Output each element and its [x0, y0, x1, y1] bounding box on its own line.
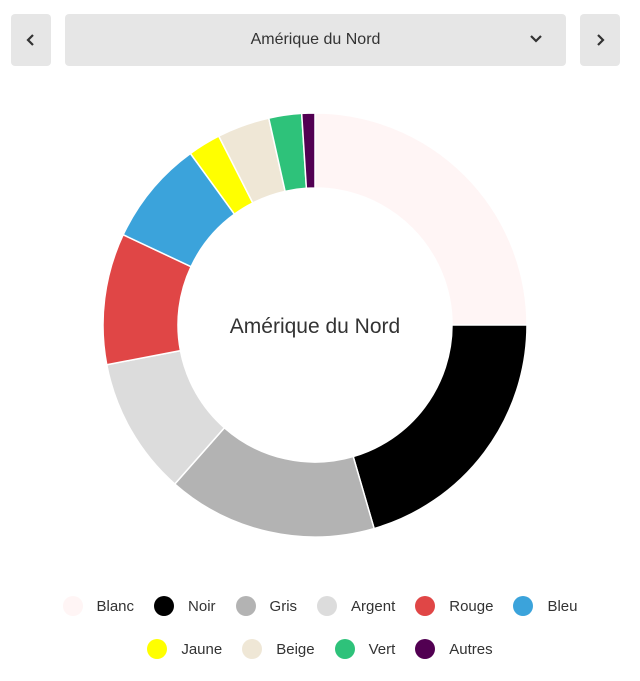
legend-item-blanc[interactable]: Blanc — [62, 596, 135, 616]
legend-item-autres[interactable]: Autres — [415, 639, 493, 659]
legend-item-noir[interactable]: Noir — [154, 596, 216, 616]
legend-label: Blanc — [96, 597, 135, 615]
region-dropdown-value: Amérique du Nord — [250, 31, 381, 48]
legend-swatch — [334, 639, 355, 659]
legend-item-jaune[interactable]: Jaune — [147, 639, 222, 659]
legend-swatch — [415, 596, 436, 616]
legend-item-rouge[interactable]: Rouge — [415, 596, 493, 616]
legend-swatch — [513, 596, 534, 616]
legend-swatch — [154, 596, 175, 616]
slice-blanc[interactable] — [314, 112, 528, 326]
legend-item-bleu[interactable]: Bleu — [513, 596, 577, 616]
slice-autres[interactable] — [300, 112, 316, 190]
legend-item-argent[interactable]: Argent — [317, 596, 395, 616]
donut-chart: Amérique du Nord — [102, 112, 528, 538]
next-button[interactable] — [580, 14, 620, 66]
legend-swatch — [242, 639, 263, 659]
legend-label: Noir — [188, 597, 216, 615]
legend-label: Rouge — [449, 597, 494, 615]
legend-label: Autres — [449, 640, 493, 658]
legend-label: Vert — [368, 640, 396, 658]
legend-label: Bleu — [547, 597, 578, 615]
legend-swatch — [147, 639, 168, 659]
chevron-down-icon — [530, 35, 542, 43]
chevron-left-icon — [26, 34, 34, 46]
legend-swatch — [317, 596, 338, 616]
legend-label: Argent — [351, 597, 396, 615]
legend-item-vert[interactable]: Vert — [334, 639, 396, 659]
center-label: Amérique du Nord — [230, 315, 400, 338]
legend-swatch — [415, 639, 436, 659]
legend-item-beige[interactable]: Beige — [242, 639, 315, 659]
region-dropdown[interactable]: Amérique du Nord — [65, 14, 566, 66]
slice-noir[interactable] — [352, 324, 528, 530]
legend-item-gris[interactable]: Gris — [235, 596, 298, 616]
legend-swatch — [235, 596, 256, 616]
legend-swatch — [62, 596, 83, 616]
previous-button[interactable] — [11, 14, 51, 66]
legend-label: Beige — [276, 640, 315, 658]
legend-label: Gris — [269, 597, 298, 615]
legend-label: Jaune — [181, 640, 223, 658]
chevron-right-icon — [597, 34, 605, 46]
